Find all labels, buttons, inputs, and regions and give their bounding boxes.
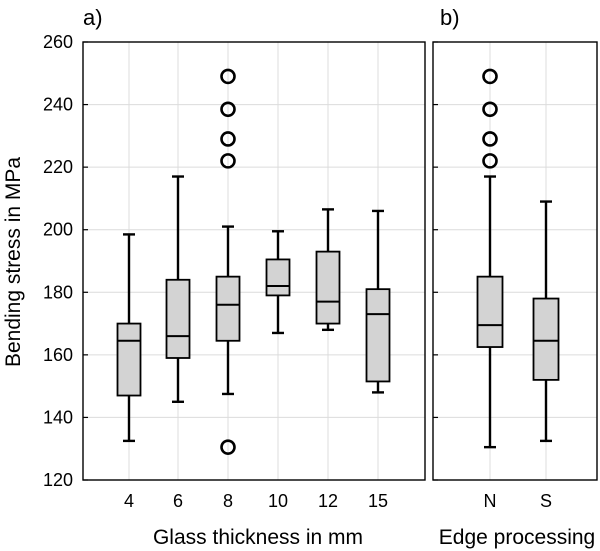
box-S: [532, 200, 560, 443]
y-tick-label: 160: [43, 345, 73, 365]
x-tick-label: N: [484, 491, 497, 511]
y-tick-label: 220: [43, 157, 73, 177]
axes-frame: [82, 41, 426, 481]
x-tick-label: 10: [268, 491, 288, 511]
outlier-point: [220, 101, 236, 118]
y-tick-label: 260: [43, 32, 73, 52]
x-tick-label: 6: [173, 491, 183, 511]
box-iqr: [365, 288, 391, 383]
box-15: [365, 209, 391, 394]
box-12: [315, 208, 341, 332]
panel-a: 120 140 160 180 200 220 240 260 4 6 8 10 12 15: [43, 32, 426, 511]
outlier-point: [220, 131, 236, 147]
y-tick-label: 120: [43, 470, 73, 490]
panel-label-b: b): [440, 5, 460, 30]
box-iqr: [315, 250, 341, 325]
box-iqr: [116, 322, 142, 397]
x-tick-label: 8: [223, 491, 233, 511]
outlier-point: [220, 439, 236, 455]
box-iqr: [265, 258, 291, 297]
outlier-point: [482, 131, 498, 147]
y-tick-label: 180: [43, 282, 73, 302]
box-4: [116, 233, 142, 443]
outlier-point: [220, 68, 236, 85]
y-tick-label: 240: [43, 95, 73, 115]
box-iqr: [215, 275, 241, 342]
box-iqr: [532, 297, 560, 381]
x-tick-label: 15: [368, 491, 388, 511]
outlier-point: [482, 101, 498, 118]
x-axis-title-a: Glass thickness in mm: [153, 526, 363, 549]
outlier-point: [482, 153, 498, 169]
axes-frame: [432, 41, 598, 481]
box-iqr: [476, 275, 504, 348]
outlier-point: [482, 68, 498, 85]
outlier-point: [220, 153, 236, 169]
x-axis-title-b: Edge processing: [439, 526, 595, 549]
box-6: [165, 175, 191, 403]
x-tick-label: 12: [318, 491, 338, 511]
y-tick-label: 200: [43, 220, 73, 240]
y-tick-label: 140: [43, 407, 73, 427]
box-N: [476, 68, 504, 449]
x-tick-label: S: [540, 491, 552, 511]
box-10: [265, 230, 291, 335]
panel-label-a: a): [83, 5, 103, 30]
box-8: [215, 68, 241, 455]
box-iqr: [165, 278, 191, 359]
x-tick-label: 4: [124, 491, 134, 511]
y-axis-title: Bending stress in MPa: [2, 157, 25, 367]
